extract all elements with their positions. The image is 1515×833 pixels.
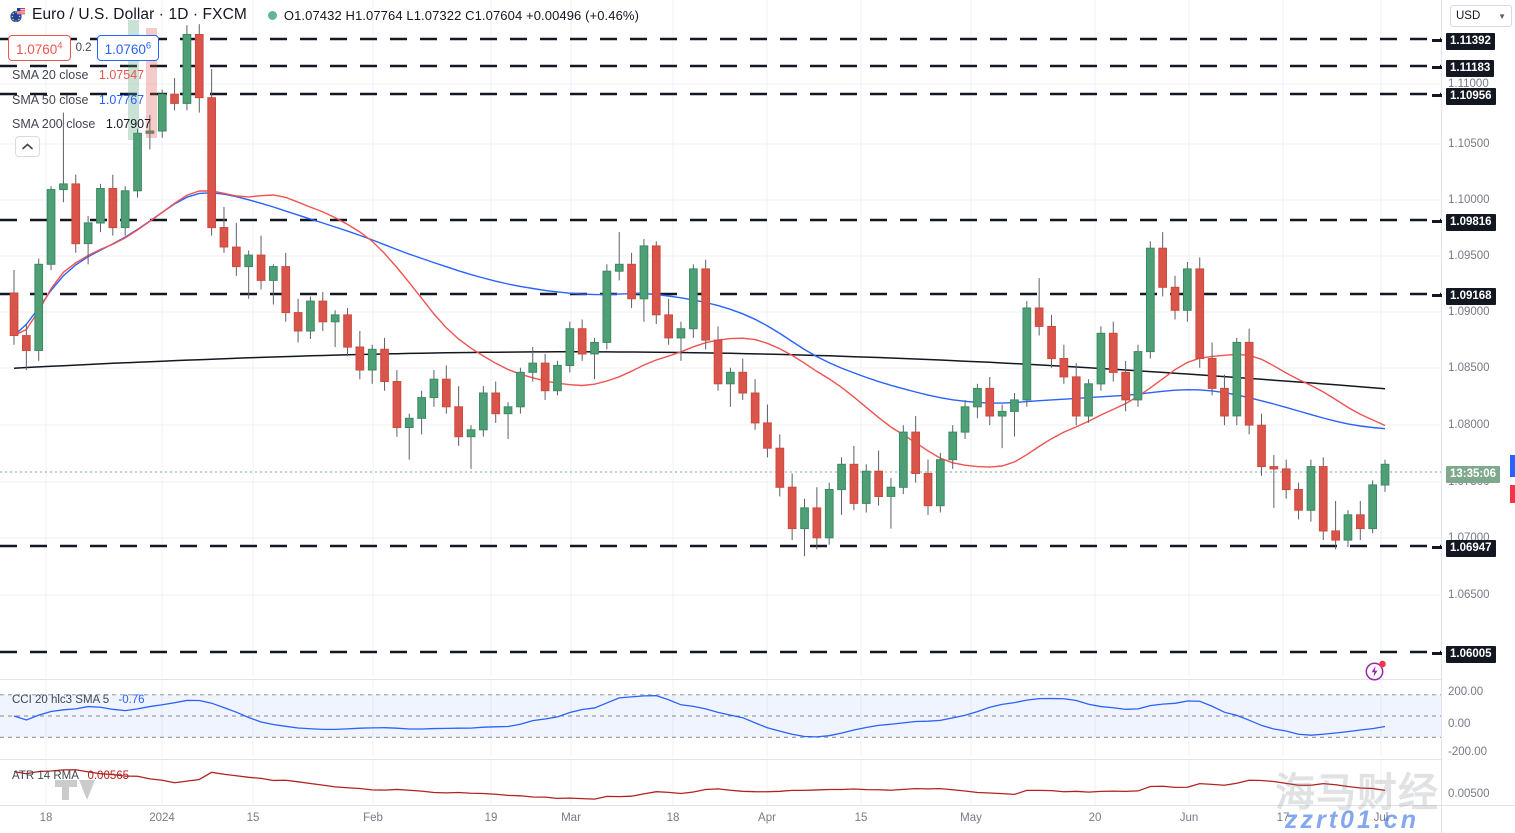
axis-separator (1441, 806, 1442, 833)
legend-atr[interactable]: ATR 14 RMA 0.00565 (12, 770, 129, 782)
price-axis-label: 1.08500 (1448, 362, 1490, 374)
price-axis-label: 1.11000 (1448, 78, 1489, 90)
price-axis-label: 1.10000 (1448, 194, 1490, 206)
price-axis-label: 0.00500 (1448, 788, 1490, 800)
time-axis-label: 15 (246, 812, 260, 824)
tradingview-logo (55, 770, 101, 805)
cci-plot (0, 680, 1441, 758)
price-axis-label: 0.00 (1448, 718, 1471, 730)
price-axis-label: 1.10500 (1448, 138, 1490, 150)
time-axis-label: 19 (484, 812, 498, 824)
bid-price[interactable]: 1.07604 (8, 35, 71, 61)
time-axis-label: Jul (1373, 812, 1389, 824)
time-axis-label: 18 (666, 812, 680, 824)
price-level-tick (1432, 220, 1442, 223)
market-open-dot (267, 10, 277, 20)
price-axis-label: 1.08000 (1448, 419, 1490, 431)
time-axis-label: 20 (1088, 812, 1102, 824)
atr-plot (13, 760, 1386, 805)
price-axis-label: 1.09816 (1446, 214, 1496, 231)
symbol-title[interactable]: Euro / U.S. Dollar · 1D · FXCM (32, 6, 247, 23)
sma-200-label: SMA 200 close (12, 117, 96, 131)
edge-scale-marker-0 (1510, 455, 1515, 477)
price-axis-label: 1.09000 (1448, 306, 1490, 318)
atr-label: ATR 14 RMA (12, 770, 79, 782)
collapse-legend-button[interactable] (15, 136, 40, 157)
legend-cci[interactable]: CCI 20 hlc3 SMA 5 -0.76 (12, 694, 145, 706)
sma-50-value: 1.07767 (98, 93, 145, 107)
time-axis-label: Feb (363, 812, 383, 824)
price-level-tick (1432, 546, 1442, 549)
price-level-tick (1432, 94, 1442, 97)
price-level-tick (1432, 66, 1442, 69)
price-level-tick (1432, 39, 1442, 42)
price-axis-label: 1.11392 (1446, 33, 1495, 50)
time-axis-label: Mar (561, 812, 581, 824)
chart-header: Euro / U.S. Dollar · 1D · FXCM O1.07432 … (10, 6, 639, 24)
price-axis-label: 1.06500 (1448, 589, 1490, 601)
chevron-down-icon: ▼ (1498, 11, 1506, 21)
price-axis-label: 1.11183 (1446, 60, 1495, 77)
ask-price[interactable]: 1.07606 (96, 35, 160, 61)
lightning-alert-icon[interactable] (1364, 659, 1387, 682)
time-axis-label: Jun (1179, 812, 1199, 824)
time-axis-label: May (960, 812, 982, 824)
sma-20-value: 1.07547 (98, 68, 145, 82)
currency-label: USD (1456, 10, 1481, 22)
price-level-tick (1432, 652, 1442, 655)
atr-pane[interactable] (0, 759, 1441, 805)
price-axis-label: 1.10956 (1446, 88, 1496, 105)
eu-us-flag-icon (10, 7, 25, 23)
cci-value: -0.76 (118, 694, 145, 706)
spread-value: 0.2 (75, 41, 92, 54)
price-axis-label: 1.06005 (1446, 646, 1496, 663)
cci-label: CCI 20 hlc3 SMA 5 (12, 694, 110, 706)
sma-50-label: SMA 50 close (12, 93, 89, 107)
time-axis-label: 15 (854, 812, 868, 824)
price-level-tick (1432, 294, 1442, 297)
cci-pane[interactable] (0, 679, 1441, 758)
legend-sma-20[interactable]: SMA 20 close 1.07547 (12, 68, 144, 82)
price-pane[interactable] (0, 0, 1441, 678)
bid-ask-row: 1.07604 0.2 1.07606 (8, 35, 160, 61)
edge-scale-marker-1 (1510, 485, 1515, 503)
sma-200-value: 1.07907 (105, 117, 152, 131)
time-axis-label: 18 (39, 812, 53, 824)
currency-selector[interactable]: USD ▼ (1450, 5, 1512, 27)
candlestick-plot (9, 20, 1390, 557)
chevron-up-icon (22, 143, 33, 150)
time-axis-label: 17 (1276, 812, 1290, 824)
legend-sma-200[interactable]: SMA 200 close 1.07907 (12, 117, 151, 131)
price-axis-label: -200.00 (1448, 746, 1488, 758)
time-axis[interactable]: 18 2024 15 Feb 19 Mar 18 Apr 15 May 20 Jun 17 Jul (0, 805, 1515, 833)
atr-value: 0.00565 (87, 770, 130, 782)
price-axis-label: 1.06947 (1446, 540, 1496, 557)
price-axis-label: 1.09168 (1446, 288, 1496, 305)
ohlc-values: O1.07432 H1.07764 L1.07322 C1.07604 +0.0… (283, 7, 640, 23)
price-axis-label: 1.09500 (1448, 250, 1490, 262)
time-axis-label: Apr (758, 812, 776, 824)
sma-20-label: SMA 20 close (12, 68, 89, 82)
legend-sma-50[interactable]: SMA 50 close 1.07767 (12, 93, 144, 107)
price-axis[interactable]: USD ▼ 1.11392 1.11183 1.11000 1.10956 1.1050… (1432, 0, 1515, 805)
price-axis-label: 200.00 (1448, 686, 1484, 698)
bid-value: 1.07604 (16, 40, 63, 57)
time-axis-label: 2024 (149, 812, 175, 824)
current-time-badge: 13:35:06 (1446, 466, 1501, 483)
ask-value: 1.07606 (104, 40, 152, 57)
